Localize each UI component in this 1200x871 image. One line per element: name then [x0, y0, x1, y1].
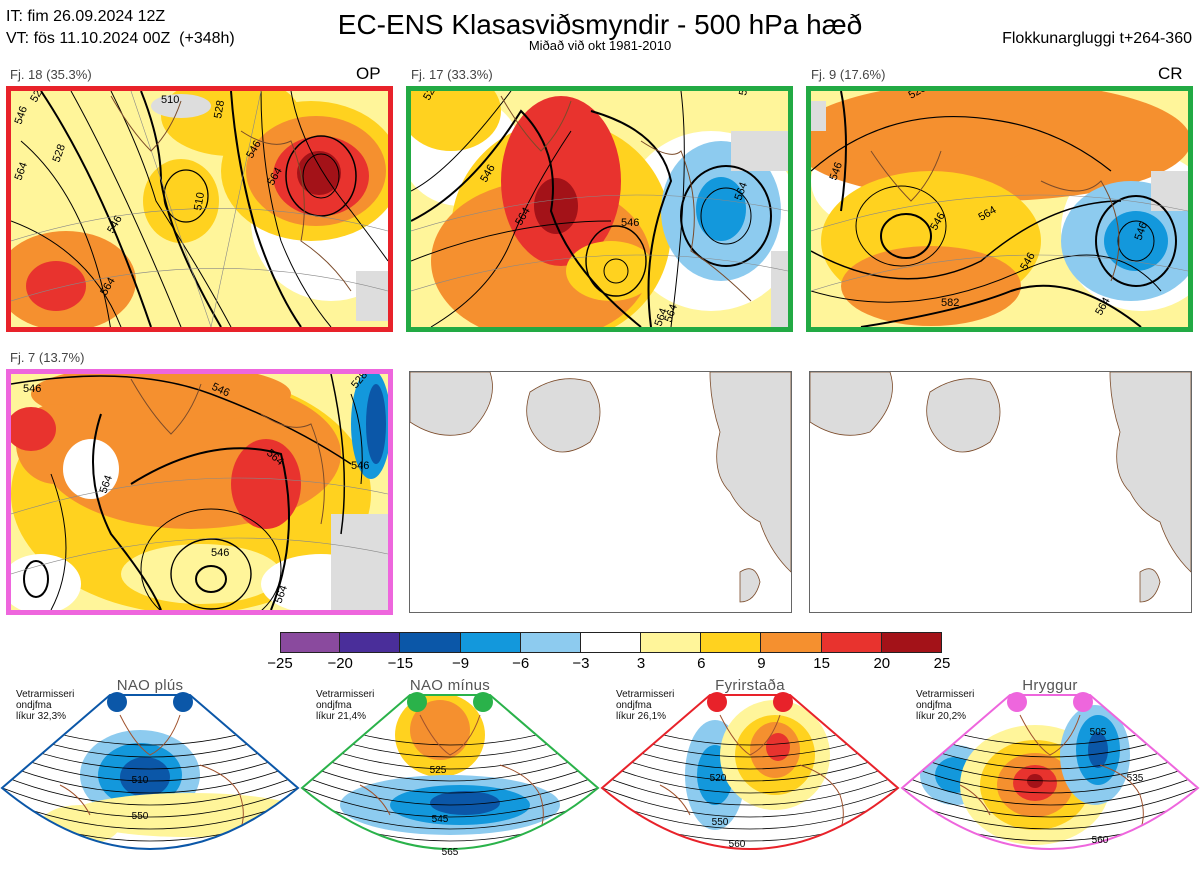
regime-map: Vetrarmisseri ondjfma líkur 20,2% Hryggur… [900, 675, 1200, 871]
valid-time: VT: fös 11.10.2024 00Z (+348h) [6, 30, 235, 47]
empty-map-5 [409, 371, 792, 613]
regime-title: Fyrirstaða [715, 677, 785, 694]
regime-contour-label: 525 [430, 765, 447, 776]
regime-marker-dot [407, 692, 427, 712]
colorbar-segment [761, 632, 822, 653]
contour-label: 510 [161, 94, 179, 106]
colorbar-segment [460, 632, 521, 653]
regime-sector-plot: 505 535 560 [900, 694, 1200, 850]
regime-contour-label: 550 [132, 811, 149, 822]
colorbar-tick-label: −25 [267, 655, 293, 672]
colorbar-segment [400, 632, 461, 653]
colorbar-tick-label: 20 [873, 655, 891, 672]
empty-map-6 [809, 371, 1192, 613]
cluster-4-label: Fj. 7 (13.7%) [10, 350, 85, 365]
contour-label: 564 [13, 161, 31, 182]
regime-marker-dot [107, 692, 127, 712]
regime-contour-label: 565 [442, 847, 459, 858]
cluster-1-label: Fj. 18 (35.3%) [10, 67, 92, 82]
regime-title: Hryggur [1022, 677, 1078, 694]
regime-marker-dot [173, 692, 193, 712]
contour-label: 528 [51, 143, 69, 164]
contour-label: 564 [663, 303, 681, 324]
colorbar-tick-label: 15 [813, 655, 830, 672]
colorbar-tick-label: −9 [451, 655, 470, 672]
regime-contour-label: 535 [1127, 773, 1144, 784]
contour-label: 546 [621, 217, 639, 229]
colorbar-segment [701, 632, 762, 653]
regime-contour-label: 560 [729, 839, 746, 850]
regime-marker-dot [1073, 692, 1093, 712]
init-and-valid-time: IT: fim 26.09.2024 12Z VT: fös 11.10.202… [6, 6, 235, 50]
regime-map: Vetrarmisseri ondjfma líkur 26,1% Fyrirst… [600, 675, 900, 871]
colorbar-segment [340, 632, 401, 653]
contour-label: 546 [23, 383, 41, 395]
contour-label: 510 [192, 191, 207, 211]
regime-contour-label: 505 [1090, 727, 1107, 738]
colorbar-segment [280, 632, 341, 653]
contour-label: 546 [1133, 221, 1151, 242]
colorbar-tick-label: −15 [387, 655, 414, 672]
regime-note: Vetrarmisseri ondjfma líkur 21,4% [316, 689, 375, 722]
cluster-3-label: Fj. 9 (17.6%) [811, 67, 886, 82]
regime-note: Vetrarmisseri ondjfma líkur 26,1% [616, 689, 675, 722]
regime-sector-plot: 525 545 565 [300, 694, 600, 858]
contour-label: 564 [98, 474, 116, 495]
classification-window: Flokkunargluggi t+264-360 [1002, 30, 1192, 47]
regime-contour-label: 545 [432, 814, 449, 825]
colorbar-segment [520, 632, 581, 653]
cluster-2-label: Fj. 17 (33.3%) [411, 67, 493, 82]
regime-title: NAO mínus [409, 677, 491, 694]
colorbar-tick-label: −3 [572, 655, 590, 672]
colorbar-segment [881, 632, 942, 653]
regime-map: Vetrarmisseri ondjfma líkur 32,3% NAO plú… [0, 675, 300, 871]
contour-label: 546 [351, 460, 369, 472]
colorbar-segment [641, 632, 702, 653]
colorbar-tick-label: 6 [697, 655, 706, 672]
regime-title: NAO plús [116, 677, 184, 694]
cluster-3-tag: CR [1158, 64, 1183, 83]
colorbar-tick-label: 3 [636, 655, 646, 672]
regime-contour-label: 560 [1092, 835, 1109, 846]
contour-label: 564 [733, 181, 751, 202]
regime-marker-dot [707, 692, 727, 712]
regime-map: Vetrarmisseri ondjfma líkur 21,4% NAO mín… [300, 675, 600, 871]
colorbar-ticks: −25 −20 −15 −9 −6 −3 3 6 9 15 20 25 [267, 655, 950, 675]
contour-label: 564 [653, 307, 671, 327]
colorbar-tick-label: −6 [512, 655, 530, 672]
regime-marker-dot [473, 692, 493, 712]
regime-contour-label: 550 [712, 817, 729, 828]
regime-note: Vetrarmisseri ondjfma líkur 32,3% [16, 689, 75, 722]
colorbar-tick-label: −20 [327, 655, 353, 672]
page-subtitle: Miðað við okt 1981-2010 [528, 38, 672, 53]
colorbar-tick-label: 25 [933, 655, 951, 672]
contour-label: 528 [212, 99, 227, 119]
cluster-3-map: 528 546 546 564 546 582 564 546 [806, 86, 1193, 332]
cluster-2-map: 528546564546564546564564 [406, 86, 793, 332]
contour-label: 582 [941, 297, 959, 309]
contour-label: 564 [273, 584, 291, 605]
contour-label: 546 [828, 161, 846, 182]
cluster-4-map: 546 546 564 546 546 564 564 528 [6, 369, 393, 615]
contour-label: 528 [907, 91, 929, 102]
contour-label: 546 [13, 105, 31, 126]
anomaly-colorbar [280, 632, 942, 653]
init-time: IT: fim 26.09.2024 12Z [6, 8, 166, 25]
regime-marker-dot [773, 692, 793, 712]
regime-note: Vetrarmisseri ondjfma líkur 20,2% [916, 689, 975, 722]
colorbar-segment [580, 632, 642, 653]
regime-marker-dot [1007, 692, 1027, 712]
contour-label: 546 [737, 91, 752, 97]
contour-label: 546 [211, 547, 229, 559]
colorbar-segment [821, 632, 882, 653]
page-title: EC-ENS Klasasviðsmyndir - 500 hPa hæð [337, 9, 863, 40]
regime-contour-label: 510 [132, 775, 149, 786]
contour-label: 528 [421, 91, 441, 103]
regime-contour-label: 520 [710, 773, 727, 784]
cluster-1-tag: OP [356, 64, 381, 83]
colorbar-tick-label: 9 [757, 655, 766, 672]
cluster-1-map: 528 510 546 528 564 546 564 510 528 564 546 [6, 86, 393, 332]
regime-sector-plot: 510 550 [0, 694, 300, 850]
